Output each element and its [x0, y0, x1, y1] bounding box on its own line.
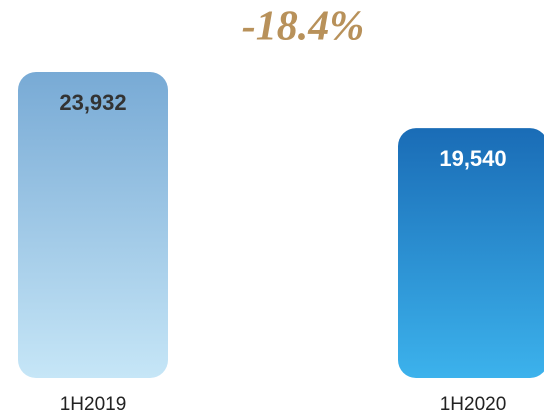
bar [18, 72, 168, 378]
change-annotation: -18.4% [242, 4, 364, 50]
bar [398, 128, 544, 378]
x-tick-label: 1H2019 [60, 394, 127, 415]
x-tick-label: 1H2020 [440, 394, 507, 415]
value-label: 23,932 [59, 90, 126, 115]
value-label: 19,540 [439, 146, 506, 171]
